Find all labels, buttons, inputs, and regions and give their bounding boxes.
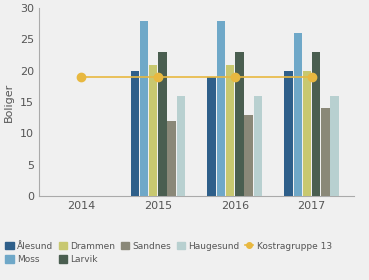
Bar [158,52,167,196]
Bar [293,33,302,196]
Bar [254,96,262,196]
Bar [217,21,225,196]
Bar [312,52,320,196]
Bar [235,52,244,196]
Legend: Ålesund, Moss, Drammen, Larvik, Sandnes, Haugesund, Kostragruppe 13: Ålesund, Moss, Drammen, Larvik, Sandnes,… [6,242,332,264]
Bar [244,115,253,196]
Bar [330,96,339,196]
Bar [168,121,176,196]
Bar [303,71,311,196]
Bar [177,96,185,196]
Bar [226,64,234,196]
Bar [149,64,158,196]
Bar [321,108,330,196]
Bar [131,71,139,196]
Bar [284,71,293,196]
Y-axis label: Boliger: Boliger [4,82,14,122]
Bar [207,77,216,196]
Bar [140,21,148,196]
